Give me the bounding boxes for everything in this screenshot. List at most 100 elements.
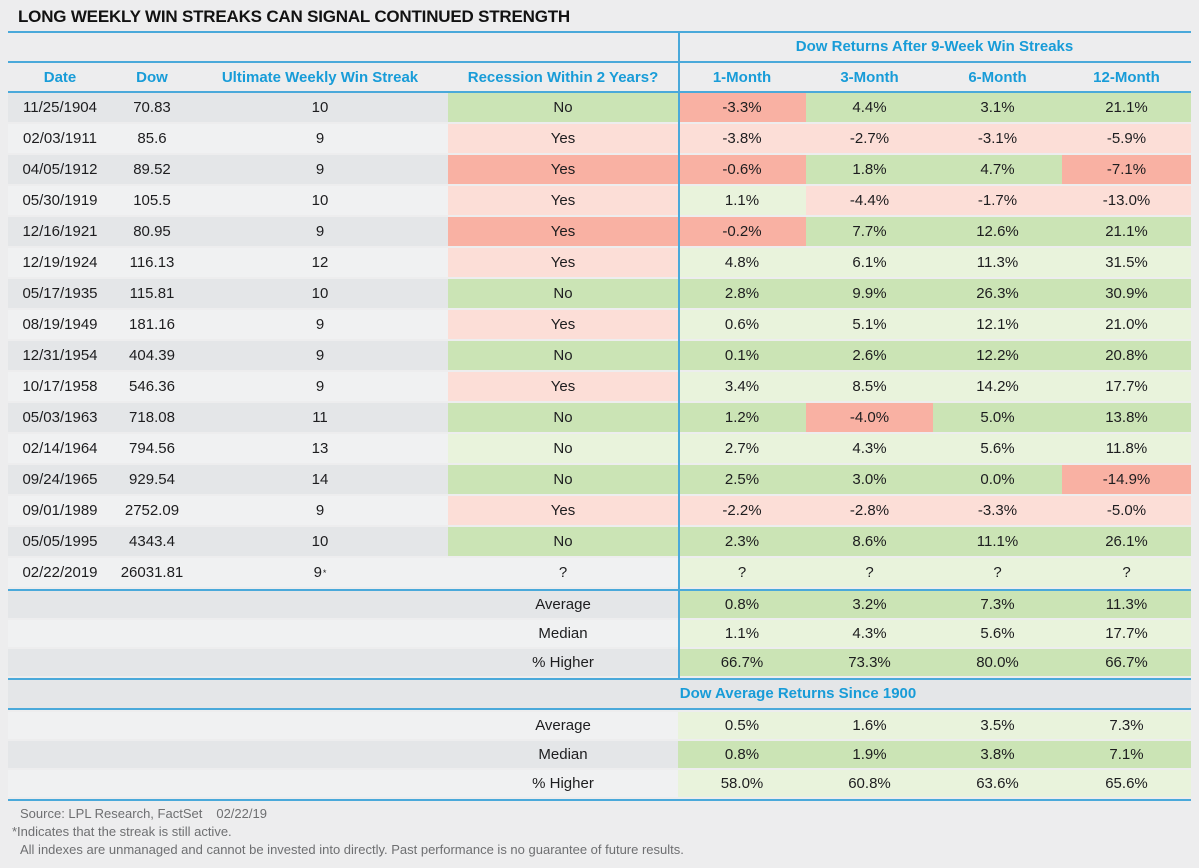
table-row: 09/01/1989 2752.09 9 Yes -2.2% -2.8% -3.3% -5.0… — [8, 496, 1191, 527]
date-cell: 02/03/1911 — [8, 124, 112, 153]
streak-cell: 9 — [192, 341, 448, 370]
return-cell-6m: 12.2% — [933, 341, 1062, 370]
table-row: 09/24/1965 929.54 14 No 2.5% 3.0% 0.0% -14.9% — [8, 465, 1191, 496]
table-row: 08/19/1949 181.16 9 Yes 0.6% 5.1% 12.1% 21.0% — [8, 310, 1191, 341]
streak-cell: 9 — [192, 124, 448, 153]
return-cell-3m: -4.0% — [806, 403, 933, 432]
return-cell-3m: 8.6% — [806, 527, 933, 556]
return-cell-1m: 58.0% — [678, 770, 806, 797]
dow-cell: 26031.81 — [112, 558, 192, 587]
divider-line — [8, 678, 1191, 680]
return-cell-3m: 5.1% — [806, 310, 933, 339]
empty-cell — [192, 712, 448, 739]
recession-cell: No — [448, 341, 678, 370]
date-cell: 02/22/2019 — [8, 558, 112, 587]
recession-cell: Yes — [448, 217, 678, 246]
summary-rows: Average 0.8% 3.2% 7.3% 11.3% Median 1.1% 4.3% 5.… — [8, 591, 1191, 678]
dow-cell: 718.08 — [112, 403, 192, 432]
divider-line — [8, 589, 1191, 591]
return-cell-12m: -14.9% — [1062, 465, 1191, 494]
dow-cell: 404.39 — [112, 341, 192, 370]
date-cell: 05/03/1963 — [8, 403, 112, 432]
return-cell-12m: 26.1% — [1062, 527, 1191, 556]
col-header-3-month: 3-Month — [840, 68, 899, 86]
empty-cell — [112, 620, 192, 647]
table-row: 02/03/1911 85.6 9 Yes -3.8% -2.7% -3.1% -5.9% — [8, 124, 1191, 155]
return-cell-6m: 5.6% — [933, 620, 1062, 647]
return-cell-12m: -7.1% — [1062, 155, 1191, 184]
return-cell-6m: 3.8% — [933, 741, 1062, 768]
divider-line — [8, 708, 1191, 710]
dow-cell: 89.52 — [112, 155, 192, 184]
return-cell-1m: 1.1% — [678, 186, 806, 215]
return-cell-12m: 21.0% — [1062, 310, 1191, 339]
empty-cell — [192, 649, 448, 676]
return-cell-6m: -3.3% — [933, 496, 1062, 525]
return-cell-3m: 9.9% — [806, 279, 933, 308]
dow-cell: 794.56 — [112, 434, 192, 463]
empty-cell — [192, 591, 448, 618]
return-cell-1m: -2.2% — [678, 496, 806, 525]
return-cell-3m: 1.6% — [806, 712, 933, 739]
return-cell-12m: 13.8% — [1062, 403, 1191, 432]
streak-cell: 14 — [192, 465, 448, 494]
return-cell-6m: 12.6% — [933, 217, 1062, 246]
divider-line — [8, 799, 1191, 801]
return-cell-3m: 6.1% — [806, 248, 933, 277]
recession-cell: No — [448, 434, 678, 463]
table-row: 12/19/1924 116.13 12 Yes 4.8% 6.1% 11.3% 31.5% — [8, 248, 1191, 279]
return-cell-3m: ? — [806, 558, 933, 587]
date-cell: 08/19/1949 — [8, 310, 112, 339]
return-cell-1m: 2.7% — [678, 434, 806, 463]
return-cell-6m: 0.0% — [933, 465, 1062, 494]
return-cell-12m: ? — [1062, 558, 1191, 587]
return-cell-12m: 21.1% — [1062, 217, 1191, 246]
return-cell-3m: -2.8% — [806, 496, 933, 525]
table-row: 05/17/1935 115.81 10 No 2.8% 9.9% 26.3% 30.9% — [8, 279, 1191, 310]
recession-cell: Yes — [448, 186, 678, 215]
return-cell-12m: 17.7% — [1062, 620, 1191, 647]
return-cell-1m: 0.5% — [678, 712, 806, 739]
table-row: 05/03/1963 718.08 11 No 1.2% -4.0% 5.0% 13.8% — [8, 403, 1191, 434]
return-cell-12m: 7.3% — [1062, 712, 1191, 739]
streak-cell: 9 — [192, 310, 448, 339]
dow-cell: 116.13 — [112, 248, 192, 277]
return-cell-6m: 63.6% — [933, 770, 1062, 797]
table-row: 11/25/1904 70.83 10 No -3.3% 4.4% 3.1% 21.1% — [8, 93, 1191, 124]
return-cell-1m: -0.2% — [678, 217, 806, 246]
return-cell-12m: 31.5% — [1062, 248, 1191, 277]
empty-cell — [8, 620, 112, 647]
streak-cell: 9 — [192, 496, 448, 525]
source-text: Source: LPL Research, FactSet — [20, 806, 203, 821]
return-cell-3m: 1.8% — [806, 155, 933, 184]
data-table: Dow Returns After 9-Week Win Streaks Dat… — [8, 33, 1191, 801]
return-cell-1m: 0.1% — [678, 341, 806, 370]
return-cell-3m: 4.4% — [806, 93, 933, 122]
recession-cell: No — [448, 527, 678, 556]
recession-cell: No — [448, 465, 678, 494]
stat-label: Average — [448, 591, 678, 618]
streak-cell: 9 * — [192, 558, 448, 587]
return-cell-12m: 11.3% — [1062, 591, 1191, 618]
summary-row: Average 0.8% 3.2% 7.3% 11.3% — [8, 591, 1191, 620]
table-row: 12/16/1921 80.95 9 Yes -0.2% 7.7% 12.6% 21.1% — [8, 217, 1191, 248]
recession-cell: Yes — [448, 310, 678, 339]
return-cell-3m: -4.4% — [806, 186, 933, 215]
return-cell-6m: 7.3% — [933, 591, 1062, 618]
date-cell: 02/14/1964 — [8, 434, 112, 463]
empty-cell — [112, 591, 192, 618]
date-cell: 11/25/1904 — [8, 93, 112, 122]
empty-cell — [112, 770, 192, 797]
group-header-row: Dow Returns After 9-Week Win Streaks — [8, 34, 1191, 61]
return-cell-12m: -5.0% — [1062, 496, 1191, 525]
return-cell-12m: 7.1% — [1062, 741, 1191, 768]
empty-cell — [192, 620, 448, 647]
return-cell-12m: 17.7% — [1062, 372, 1191, 401]
dow-cell: 546.36 — [112, 372, 192, 401]
return-cell-1m: 2.8% — [678, 279, 806, 308]
since1900-row: Average 0.5% 1.6% 3.5% 7.3% — [8, 712, 1191, 741]
return-cell-6m: 3.5% — [933, 712, 1062, 739]
return-cell-12m: 65.6% — [1062, 770, 1191, 797]
chart-title: LONG WEEKLY WIN STREAKS CAN SIGNAL CONTI… — [18, 7, 571, 26]
col-header-1-month: 1-Month — [712, 68, 772, 86]
